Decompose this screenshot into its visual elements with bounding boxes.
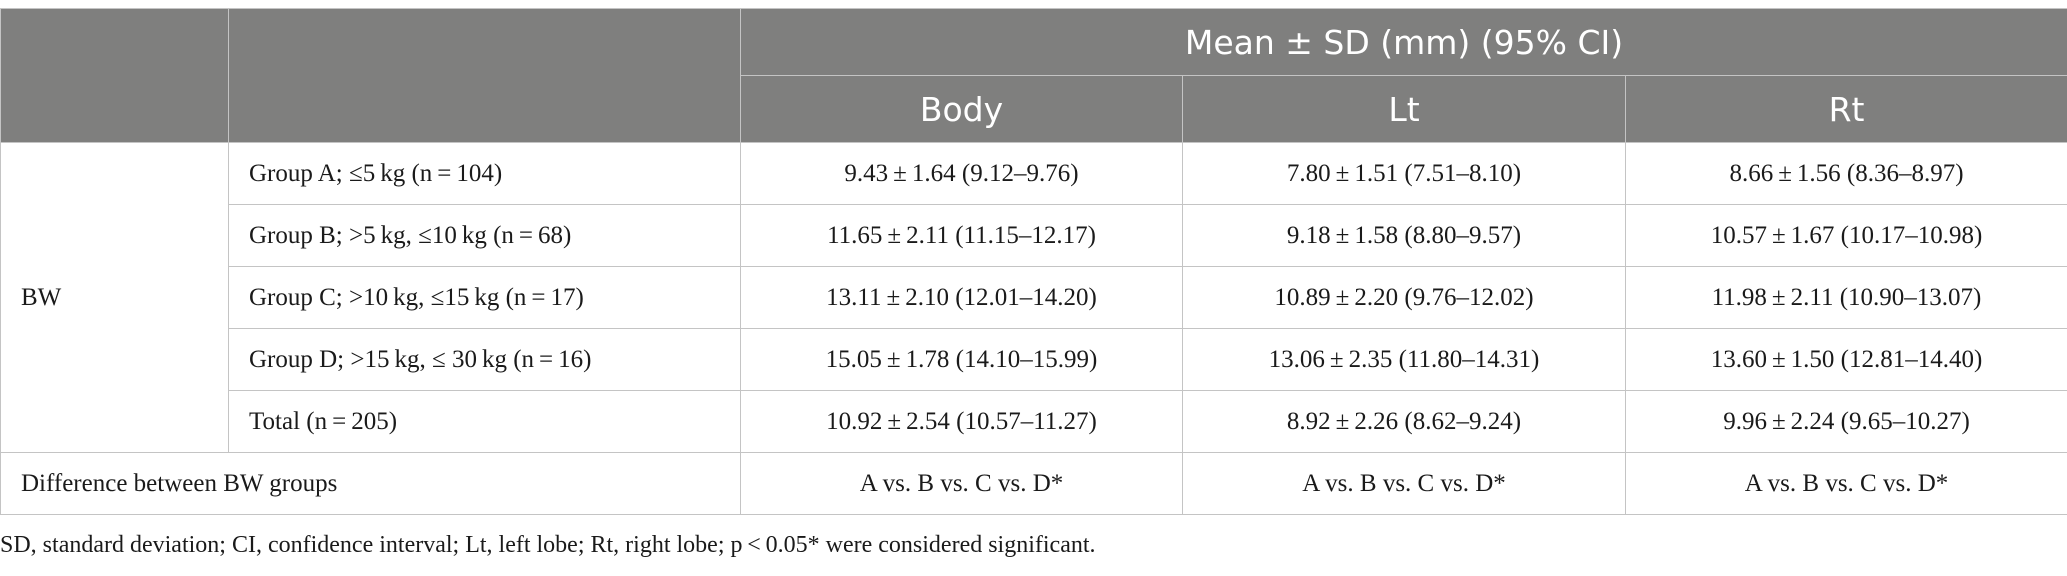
header-body: Body [740, 75, 1183, 143]
cell-lt: 10.89 ± 2.20 (9.76–12.02) [1182, 266, 1626, 329]
table-row: Total (n = 205) 10.92 ± 2.54 (10.57–11.2… [1, 390, 2067, 453]
header-row-1: Mean ± SD (mm) (95% CI) [0, 8, 2067, 143]
difference-rt: A vs. B vs. C vs. D* [1624, 452, 2067, 515]
row-label: Group B; >5 kg, ≤10 kg (n = 68) [228, 204, 741, 267]
cell-body: 15.05 ± 1.78 (14.10–15.99) [740, 328, 1183, 391]
row-label: Total (n = 205) [228, 390, 741, 453]
table-row: Group C; >10 kg, ≤15 kg (n = 17) 13.11 ±… [1, 266, 2067, 329]
row-label: Group A; ≤5 kg (n = 104) [228, 142, 741, 205]
cell-lt: 7.80 ± 1.51 (7.51–8.10) [1182, 142, 1626, 205]
row-label: Group D; >15 kg, ≤ 30 kg (n = 16) [228, 328, 741, 391]
cell-rt: 10.57 ± 1.67 (10.17–10.98) [1624, 204, 2067, 267]
header-rt: Rt [1624, 75, 2067, 143]
header-super: Mean ± SD (mm) (95% CI) [739, 8, 2067, 76]
table-row: Group B; >5 kg, ≤10 kg (n = 68) 11.65 ± … [1, 204, 2067, 267]
table-row: BW Group A; ≤5 kg (n = 104) 9.43 ± 1.64 … [0, 142, 2067, 453]
table-container: Mean ± SD (mm) (95% CI) Body Lt Rt BW Gr… [0, 8, 2067, 515]
difference-row: Difference between BW groups A vs. B vs.… [0, 452, 2067, 515]
cell-rt: 11.98 ± 2.11 (10.90–13.07) [1624, 266, 2067, 329]
cell-lt: 9.18 ± 1.58 (8.80–9.57) [1182, 204, 1626, 267]
table-row: Group D; >15 kg, ≤ 30 kg (n = 16) 15.05 … [1, 328, 2067, 391]
header-row-2: Body Lt Rt [1, 75, 2067, 143]
difference-body: A vs. B vs. C vs. D* [740, 452, 1183, 515]
cell-rt: 9.96 ± 2.24 (9.65–10.27) [1624, 390, 2067, 453]
cell-body: 10.92 ± 2.54 (10.57–11.27) [740, 390, 1183, 453]
results-table: Mean ± SD (mm) (95% CI) Body Lt Rt BW Gr… [0, 8, 2067, 515]
header-blank-1 [0, 8, 229, 143]
table-footnote: SD, standard deviation; CI, confidence i… [0, 532, 1096, 558]
row-group-label: BW [0, 142, 229, 453]
cell-lt: 13.06 ± 2.35 (11.80–14.31) [1182, 328, 1626, 391]
difference-label: Difference between BW groups [0, 452, 741, 515]
difference-lt: A vs. B vs. C vs. D* [1182, 452, 1626, 515]
cell-body: 9.43 ± 1.64 (9.12–9.76) [740, 142, 1183, 205]
header-blank-2 [228, 8, 741, 143]
cell-rt: 8.66 ± 1.56 (8.36–8.97) [1624, 142, 2067, 205]
cell-body: 11.65 ± 2.11 (11.15–12.17) [740, 204, 1183, 267]
cell-lt: 8.92 ± 2.26 (8.62–9.24) [1182, 390, 1626, 453]
cell-rt: 13.60 ± 1.50 (12.81–14.40) [1624, 328, 2067, 391]
header-lt: Lt [1182, 75, 1626, 143]
row-label: Group C; >10 kg, ≤15 kg (n = 17) [228, 266, 741, 329]
cell-body: 13.11 ± 2.10 (12.01–14.20) [740, 266, 1183, 329]
